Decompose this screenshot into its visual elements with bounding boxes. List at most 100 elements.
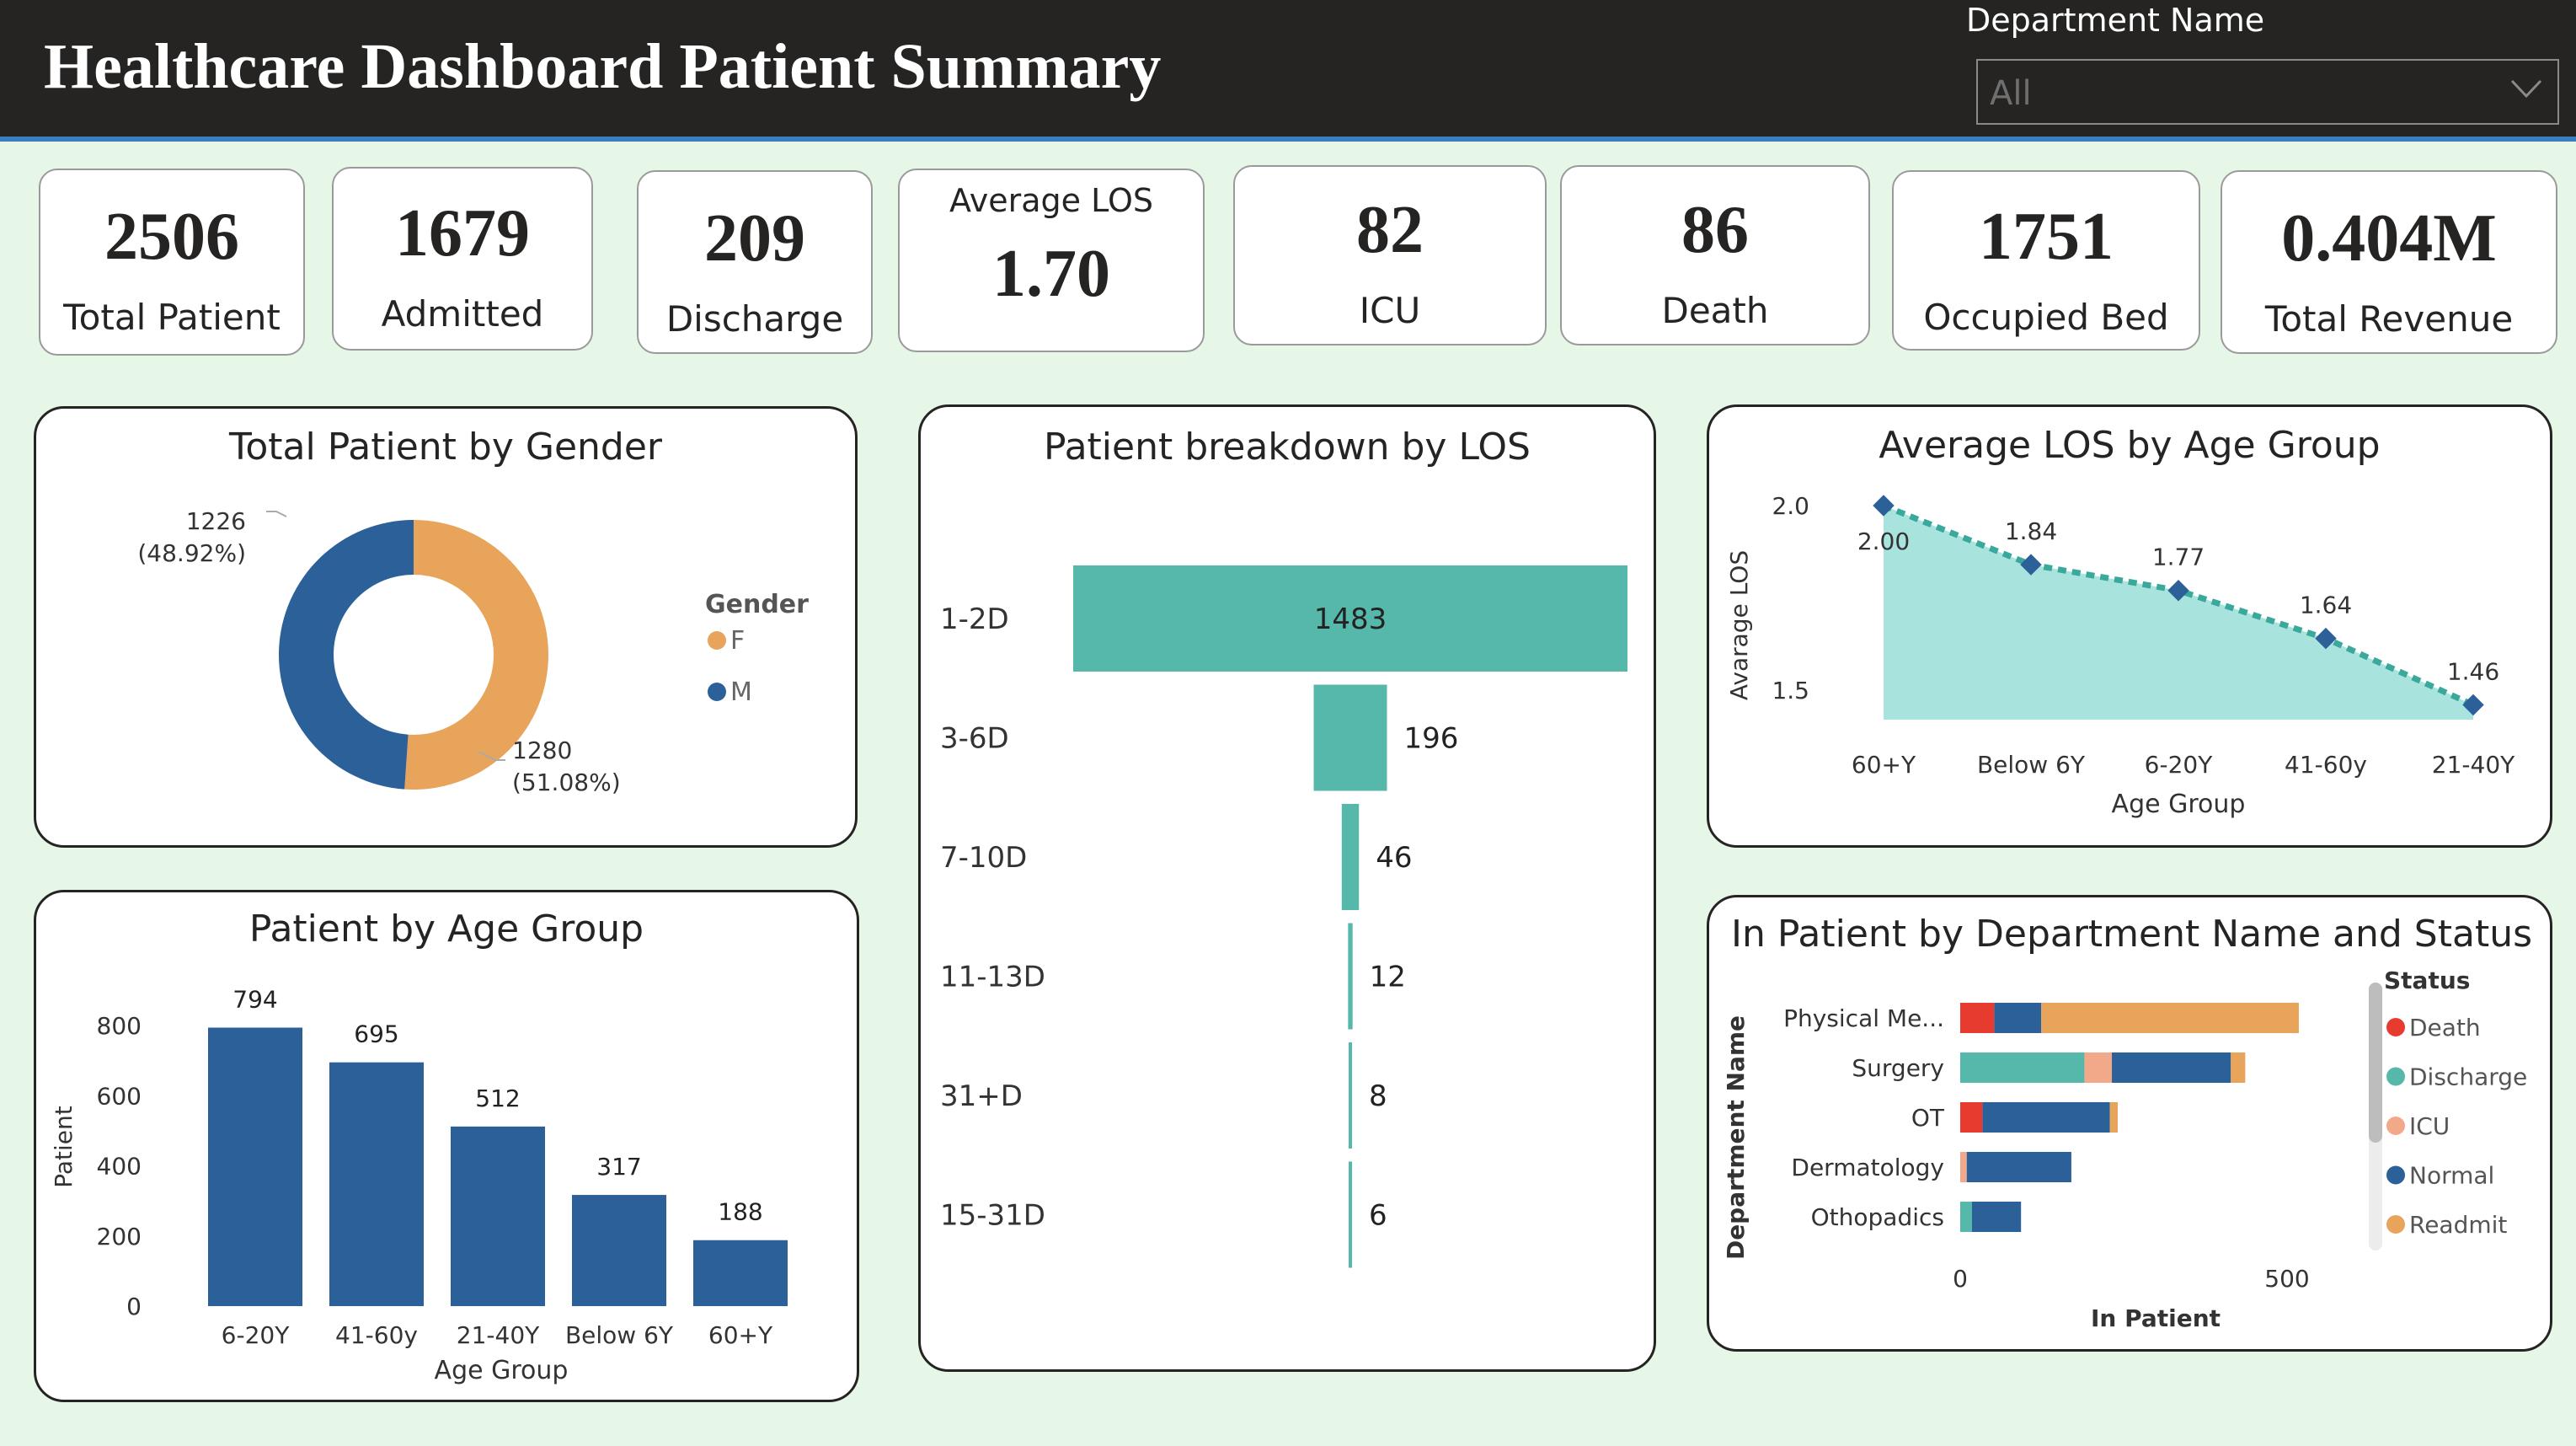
age-y-tick: 600 (97, 1082, 142, 1110)
dept-bar-segment-icu (1960, 1152, 1967, 1182)
donut-slice-f (404, 520, 548, 790)
age-x-tick: 6-20Y (222, 1321, 291, 1349)
avg-los-x-tick: 21-40Y (2432, 751, 2515, 779)
avg-los-x-tick: Below 6Y (1977, 751, 2086, 779)
age-group-chart-panel[interactable]: Patient by Age Group 0 200 400 600 800 794 6-2… (34, 890, 859, 1402)
dept-bar-segment-icu (2084, 1052, 2113, 1083)
dept-bar-segment-readmit (2109, 1102, 2119, 1133)
los-funnel-chart[interactable]: 1-2D 1483 3-6D 196 7-10D 46 11-13D 12 31+D 8 15-31… (918, 404, 1656, 1372)
legend-swatch-m (708, 683, 726, 701)
dept-y-axis-title: Department Name (1722, 1015, 1750, 1260)
kpi-value-total-revenue: 0.404M (2281, 201, 2497, 276)
los-value-label: 12 (1370, 961, 1406, 994)
los-bar-1-2D (1073, 565, 1627, 672)
avg-los-area (1884, 506, 2473, 720)
dashboard-title: Healthcare Dashboard Patient Summary (44, 31, 1162, 102)
los-chart-title: Patient breakdown by LOS (1044, 426, 1531, 469)
dept-bar-segment-death (1960, 1102, 1983, 1133)
avg-los-x-tick: 6-20Y (2145, 751, 2214, 779)
avg-los-x-tick: 60+Y (1852, 751, 1916, 779)
dept-legend-title: Status (2384, 967, 2470, 994)
kpi-label-total-patient: Total Patient (63, 297, 281, 338)
los-bar-7-10D (1341, 804, 1360, 910)
department-slicer-dropdown[interactable]: All (1976, 59, 2559, 125)
department-slicer-label: Department Name (1966, 2, 2265, 39)
kpi-label-death: Death (1661, 290, 1769, 331)
dept-bar-segment-normal (1994, 1003, 2042, 1033)
kpi-card-occupied-bed: 1751 Occupied Bed (1892, 170, 2200, 351)
avg-los-value-label: 1.46 (2447, 657, 2499, 685)
los-chart-panel[interactable]: Patient breakdown by LOS 1-2D 1483 3-6D 196… (918, 404, 1656, 1372)
los-value-label: 196 (1403, 722, 1458, 756)
dept-bar-segment-normal (2112, 1052, 2231, 1083)
donut-slice-m (278, 520, 414, 790)
dept-bar-segment-normal (1966, 1152, 2071, 1182)
avg-los-y-tick: 1.5 (1772, 677, 1809, 704)
legend-label-readmit: Readmit (2409, 1211, 2507, 1239)
avg-los-chart-panel[interactable]: Average LOS by Age Group 2.00 60+Y 1.84 Bel… (1707, 404, 2552, 848)
avg-los-area-chart[interactable]: 2.00 60+Y 1.84 Below 6Y 1.77 6-20Y 1.64 41-60y 1… (1707, 404, 2552, 848)
department-stacked-bar-chart[interactable]: Physical Me... Surgery OT Dermatology Othopa… (1707, 895, 2552, 1352)
gender-chart-title: Total Patient by Gender (228, 426, 663, 469)
department-chart-panel[interactable]: In Patient by Department Name and Status… (1707, 895, 2552, 1352)
kpi-value-occupied-bed: 1751 (1979, 200, 2114, 274)
los-category-label: 7-10D (940, 841, 1027, 875)
kpi-card-discharge: 209 Discharge (637, 170, 873, 354)
kpi-card-admitted: 1679 Admitted (332, 167, 593, 351)
age-x-tick: 60+Y (708, 1321, 773, 1349)
dept-bar-segment-death (1960, 1003, 1995, 1033)
legend-label-death: Death (2409, 1014, 2481, 1042)
legend-label-m: M (730, 677, 752, 707)
kpi-value-admitted: 1679 (395, 196, 530, 270)
gender-chart-panel[interactable]: Total Patient by Gender 1280 (51.08%) 1226… (34, 406, 858, 848)
los-bar-15-31D (1349, 1161, 1352, 1268)
chevron-down-icon[interactable] (2507, 69, 2546, 108)
department-chart-title: In Patient by Department Name and Status (1731, 913, 2533, 956)
age-bar-6-20Y (208, 1027, 302, 1306)
legend-scrollbar (2369, 983, 2382, 1143)
legend-swatch-normal (2386, 1165, 2405, 1185)
age-bar-41-60y (329, 1062, 424, 1306)
dept-bar-segment-discharge (1960, 1052, 2085, 1083)
kpi-card-death: 86 Death (1560, 165, 1870, 345)
kpi-card-total-revenue: 0.404M Total Revenue (2221, 170, 2557, 354)
header-bar: Healthcare Dashboard Patient Summary Dep… (0, 0, 2576, 142)
age-y-tick: 200 (97, 1223, 142, 1251)
donut-label-f-pct: (51.08%) (512, 769, 621, 796)
gender-donut-chart[interactable]: 1280 (51.08%) 1226 (48.92%) Gender FM (34, 406, 858, 848)
avg-los-value-label: 1.77 (2152, 544, 2205, 571)
age-x-tick: 41-60y (335, 1321, 418, 1349)
los-category-label: 1-2D (940, 602, 1009, 636)
legend-swatch-discharge (2386, 1067, 2405, 1086)
dept-bar-segment-normal (1971, 1202, 2022, 1232)
age-bar-60+Y (693, 1240, 788, 1306)
los-value-label: 46 (1376, 841, 1412, 875)
legend-label-icu: ICU (2409, 1112, 2450, 1140)
legend-label-f: F (730, 626, 745, 656)
kpi-label-occupied-bed: Occupied Bed (1923, 297, 2169, 338)
kpi-label-icu: ICU (1359, 290, 1421, 331)
dept-x-tick: 0 (1953, 1265, 1968, 1293)
age-group-chart-title: Patient by Age Group (249, 908, 644, 951)
dept-bar-segment-normal (1982, 1102, 2110, 1133)
kpi-value-icu: 82 (1356, 193, 1424, 267)
avg-los-x-axis-title: Age Group (2112, 790, 2246, 819)
leader-line-f (478, 751, 505, 761)
kpi-card-icu: 82 ICU (1233, 165, 1547, 345)
avg-los-y-axis-title: Avarage LOS (1725, 550, 1753, 700)
avg-los-value-label: 1.84 (2005, 517, 2057, 545)
age-group-bar-chart[interactable]: 0 200 400 600 800 794 6-20Y 695 41-60y 512 21-40Y 3… (34, 890, 859, 1402)
los-bar-3-6D (1313, 684, 1387, 791)
los-value-label: 8 (1369, 1079, 1387, 1113)
dept-category-label: Physical Me... (1783, 1004, 1944, 1032)
los-bar-31+D (1349, 1042, 1352, 1149)
los-category-label: 3-6D (940, 722, 1009, 756)
legend-label-discharge: Discharge (2409, 1063, 2527, 1091)
avg-los-x-tick: 41-60y (2285, 751, 2367, 779)
age-bar-value-label: 794 (232, 985, 277, 1013)
kpi-value-death: 86 (1681, 193, 1749, 267)
legend-swatch-icu (2386, 1117, 2405, 1135)
dept-category-label: Othopadics (1811, 1203, 1944, 1231)
leader-line-m (266, 511, 287, 517)
age-bar-Below 6Y (572, 1195, 666, 1306)
